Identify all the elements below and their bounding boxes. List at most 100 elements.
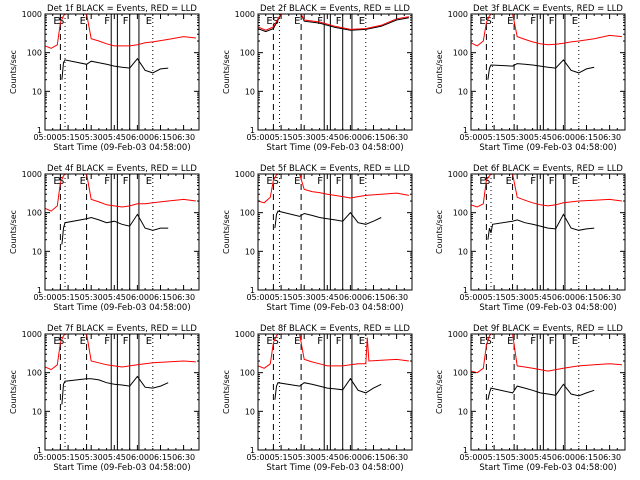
y-tick-label: 100 (240, 369, 255, 378)
chart-title: Det 7f BLACK = Events, RED = LLD (47, 324, 197, 334)
x-axis-label: Start Time (09-Feb-03 04:58:00) (53, 303, 190, 313)
x-tick-label: 05:15 (270, 453, 293, 462)
x-tick-label: 06:00 (552, 293, 575, 302)
x-tick-label: 05:30 (293, 293, 316, 302)
event-marker-label: S (486, 336, 492, 347)
x-axis-label: Start Time (09-Feb-03 04:58:00) (53, 143, 190, 153)
event-marker-label: F (549, 16, 555, 27)
event-marker-label: F (123, 336, 129, 347)
y-axis-label: Counts/sec (435, 370, 444, 414)
x-tick-label: 06:30 (598, 133, 621, 142)
event-marker-label: S (273, 336, 279, 347)
x-tick-label: 05:00 (246, 133, 269, 142)
chart-title: Det 8f BLACK = Events, RED = LLD (260, 324, 410, 334)
x-tick-label: 05:00 (33, 133, 56, 142)
plot-frame (470, 333, 626, 451)
x-axis-label: Start Time (09-Feb-03 04:58:00) (479, 463, 616, 473)
y-tick-label: 100 (240, 49, 255, 58)
series-line-lld (258, 174, 409, 204)
x-tick-label: 06:30 (385, 453, 408, 462)
x-tick-label: 06:30 (385, 133, 408, 142)
event-marker-label: E (80, 336, 86, 347)
y-axis-label: Counts/sec (222, 50, 231, 94)
event-marker-label: F (123, 176, 129, 187)
event-marker-label: E (80, 16, 86, 27)
y-tick-label: 1 (37, 446, 42, 455)
x-tick-label: 06:15 (149, 453, 172, 462)
x-tick-label: 06:00 (339, 133, 362, 142)
series-line-events (274, 377, 382, 400)
event-marker-label: S (273, 16, 279, 27)
x-tick-label: 06:15 (575, 453, 598, 462)
y-axis-label: Counts/sec (9, 370, 18, 414)
event-marker-label: E (80, 176, 86, 187)
y-tick-label: 100 (453, 209, 468, 218)
y-tick-label: 10 (32, 407, 42, 416)
x-tick-label: 05:00 (33, 453, 56, 462)
x-tick-label: 06:30 (598, 293, 621, 302)
series-line-lld (258, 334, 409, 369)
x-tick-label: 05:45 (316, 453, 339, 462)
x-tick-label: 05:15 (57, 453, 80, 462)
event-marker-label: F (530, 176, 536, 187)
event-marker-label: F (336, 16, 342, 27)
x-tick-label: 06:00 (552, 453, 575, 462)
event-marker-label: E (572, 336, 578, 347)
x-tick-label: 05:00 (459, 453, 482, 462)
x-tick-label: 06:30 (172, 453, 195, 462)
y-tick-label: 1000 (448, 330, 468, 339)
event-marker-label: E (294, 16, 300, 27)
y-tick-label: 1000 (22, 10, 42, 19)
x-axis-label: Start Time (09-Feb-03 04:58:00) (266, 463, 403, 473)
x-tick-label: 06:30 (172, 133, 195, 142)
x-axis-label: Start Time (09-Feb-03 04:58:00) (479, 303, 616, 313)
x-tick-label: 05:45 (103, 133, 126, 142)
y-axis-label: Counts/sec (9, 210, 18, 254)
x-tick-label: 05:30 (506, 293, 529, 302)
x-axis-label: Start Time (09-Feb-03 04:58:00) (53, 463, 190, 473)
x-tick-label: 06:00 (126, 293, 149, 302)
x-tick-label: 05:30 (80, 133, 103, 142)
y-tick-label: 1000 (235, 10, 255, 19)
event-marker-label: E (53, 16, 59, 27)
y-tick-label: 1 (37, 286, 42, 295)
event-marker-label: S (273, 176, 279, 187)
y-tick-label: 1 (250, 446, 255, 455)
x-tick-label: 05:45 (529, 133, 552, 142)
chart-title: Det 6f BLACK = Events, RED = LLD (473, 164, 623, 174)
x-axis-label: Start Time (09-Feb-03 04:58:00) (266, 303, 403, 313)
x-tick-label: 05:30 (506, 453, 529, 462)
x-tick-label: 05:45 (316, 133, 339, 142)
y-axis-label: Counts/sec (9, 50, 18, 94)
chart-title: Det 9f BLACK = Events, RED = LLD (473, 324, 623, 334)
event-marker-label: E (572, 176, 578, 187)
event-marker-label: E (507, 16, 513, 27)
y-tick-label: 10 (245, 407, 255, 416)
x-tick-label: 05:15 (57, 133, 80, 142)
y-tick-label: 1 (37, 126, 42, 135)
x-tick-label: 05:00 (459, 293, 482, 302)
y-tick-label: 100 (27, 369, 42, 378)
y-tick-label: 1 (250, 286, 255, 295)
series-line-events (61, 375, 169, 405)
event-marker-label: E (266, 16, 272, 27)
x-tick-label: 05:45 (529, 453, 552, 462)
x-tick-label: 06:15 (575, 133, 598, 142)
event-marker-label: F (104, 176, 110, 187)
event-marker-label: E (146, 336, 152, 347)
x-tick-label: 05:30 (80, 453, 103, 462)
x-tick-label: 06:00 (552, 133, 575, 142)
x-tick-label: 05:15 (270, 293, 293, 302)
chart-title: Det 4f BLACK = Events, RED = LLD (47, 164, 197, 174)
y-tick-label: 10 (458, 87, 468, 96)
x-tick-label: 05:30 (506, 133, 529, 142)
y-tick-label: 1000 (235, 170, 255, 179)
series-line-lld (471, 14, 622, 47)
y-tick-label: 10 (458, 247, 468, 256)
event-marker-label: F (317, 336, 323, 347)
event-marker-label: E (266, 176, 272, 187)
